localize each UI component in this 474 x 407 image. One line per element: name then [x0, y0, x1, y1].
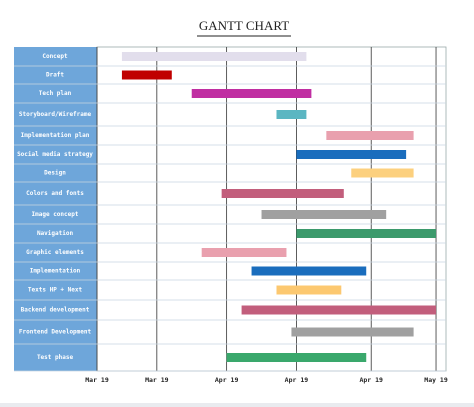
task-label: Implementation [30, 268, 81, 275]
task-bar [291, 327, 414, 337]
x-tick-label: Mar 19 [145, 376, 169, 384]
task-label: Frontend Development [19, 329, 92, 336]
task-label: Colors and fonts [26, 190, 84, 197]
label-column [14, 47, 97, 371]
task-bar [296, 229, 437, 238]
task-label: Draft [46, 72, 64, 79]
task-bar [296, 150, 407, 159]
task-bar [226, 353, 367, 362]
task-label: Image concept [32, 211, 79, 218]
task-bar [276, 285, 342, 295]
task-bar [351, 168, 414, 178]
x-tick-label: May 19 [424, 376, 448, 384]
task-bar [121, 52, 307, 61]
x-tick-label: Apr 19 [359, 376, 383, 384]
task-label: Tech plan [39, 90, 72, 97]
task-bar [201, 248, 287, 257]
task-bar [326, 131, 414, 140]
task-label: Texts HP + Next [28, 287, 83, 294]
task-label: Design [44, 170, 66, 177]
task-label: Implementation plan [21, 132, 90, 139]
task-label: Social media strategy [17, 151, 93, 158]
x-tick-label: Apr 19 [215, 376, 239, 384]
task-bar [261, 210, 387, 219]
x-tick-label: Mar 19 [85, 376, 109, 384]
task-bar [241, 305, 437, 315]
task-label: Navigation [37, 230, 74, 237]
task-label: Backend development [21, 307, 90, 314]
task-bar [191, 89, 312, 98]
task-label: Test phase [37, 354, 74, 361]
task-bar [121, 70, 172, 80]
task-bar [221, 189, 344, 198]
task-bar [251, 266, 367, 276]
x-tick-label: Apr 19 [285, 376, 309, 384]
task-label: Graphic elements [26, 249, 84, 256]
task-label: Storyboard/Wireframe [19, 111, 92, 118]
chart-title: GANTT CHART [199, 18, 289, 33]
task-bar [276, 110, 307, 119]
task-label: Concept [42, 53, 68, 60]
